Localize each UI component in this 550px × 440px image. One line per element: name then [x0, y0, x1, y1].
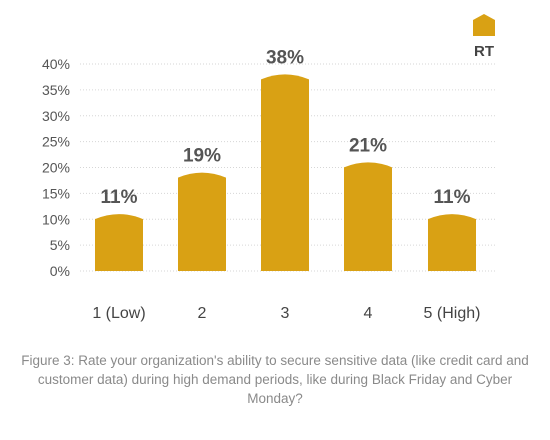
y-tick-label: 5% [50, 237, 70, 253]
y-tick-label: 10% [42, 211, 70, 227]
legend-label: RT [474, 43, 494, 60]
y-tick-label: 15% [42, 185, 70, 201]
data-label: 21% [349, 135, 387, 156]
bars [95, 74, 476, 271]
bar [95, 214, 143, 271]
y-tick-label: 30% [42, 108, 70, 124]
y-tick-label: 20% [42, 160, 70, 176]
y-tick-label: 40% [42, 56, 70, 72]
bar [344, 162, 392, 271]
x-tick-label: 1 (Low) [92, 305, 145, 322]
legend: RT [473, 14, 495, 60]
y-tick-label: 35% [42, 82, 70, 98]
figure-caption: Figure 3: Rate your organization's abili… [21, 353, 529, 406]
x-tick-label: 2 [198, 305, 207, 322]
legend-swatch [473, 14, 495, 36]
data-label: 11% [101, 187, 138, 208]
y-tick-label: 0% [50, 263, 70, 279]
data-label: 38% [266, 47, 304, 68]
data-label: 11% [434, 187, 471, 208]
data-label: 19% [183, 146, 221, 167]
y-tick-label: 25% [42, 134, 70, 150]
x-tick-label: 3 [281, 305, 290, 322]
bar [178, 172, 226, 271]
x-tick-label: 5 (High) [424, 305, 481, 322]
bar [261, 74, 309, 271]
x-tick-label: 4 [364, 305, 373, 322]
data-labels: 11% 1 (Low) 19% 2 38% 3 21% 4 11% 5 (High) [92, 47, 480, 322]
bar [428, 214, 476, 271]
